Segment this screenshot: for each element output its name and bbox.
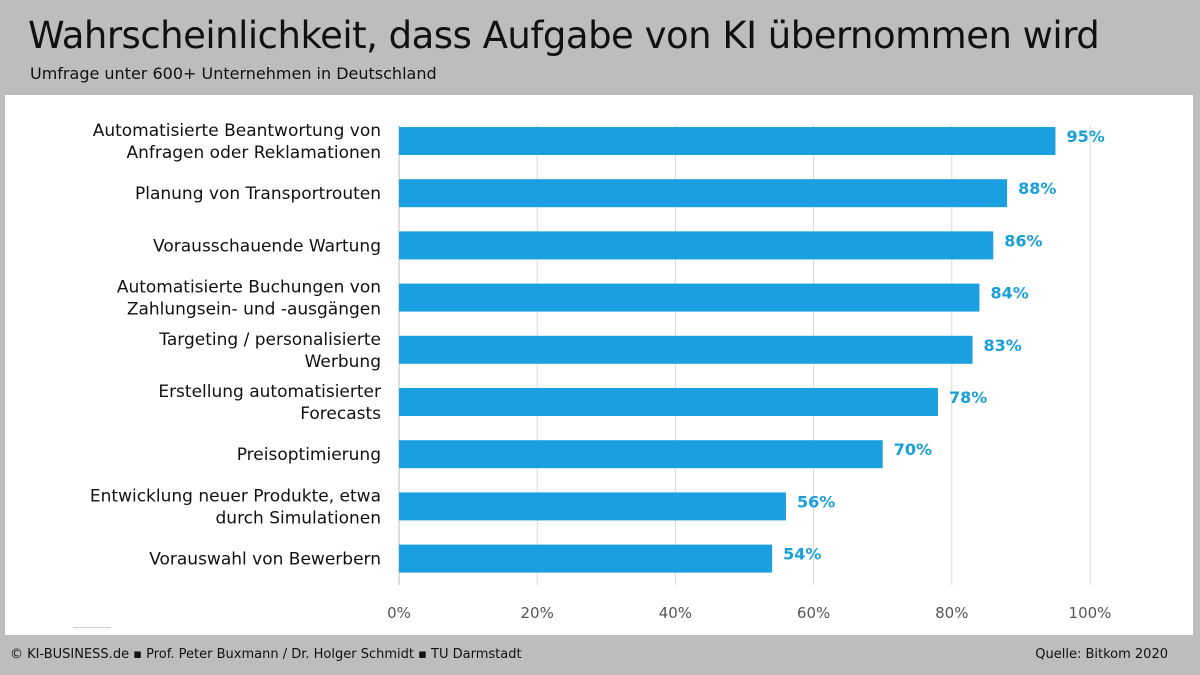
chart-title: Wahrscheinlichkeit, dass Aufgabe von KI … bbox=[28, 14, 1100, 57]
data-label: 78% bbox=[949, 388, 987, 407]
data-label: 56% bbox=[797, 492, 835, 511]
x-tick-label: 100% bbox=[1069, 604, 1112, 622]
bar bbox=[399, 127, 1056, 155]
bar bbox=[399, 440, 883, 469]
category-label: Vorauswahl von Bewerbern bbox=[149, 550, 381, 570]
category-label: Entwicklung neuer Produkte, etwa bbox=[90, 486, 381, 506]
x-tick-label: 40% bbox=[659, 604, 692, 622]
category-label: Erstellung automatisierter bbox=[158, 382, 381, 402]
footer-credits: © KI-BUSINESS.de ▪ Prof. Peter Buxmann /… bbox=[10, 647, 522, 662]
bar bbox=[399, 283, 980, 312]
category-label: Forecasts bbox=[300, 404, 381, 424]
data-label: 54% bbox=[783, 545, 821, 564]
panel-mark bbox=[73, 627, 111, 628]
data-label: 86% bbox=[1004, 231, 1042, 250]
category-label: Vorausschauende Wartung bbox=[153, 236, 381, 256]
chart-panel: 0% 20% 40% 60% 80% 100% Automatisierte Beantwo… bbox=[5, 95, 1193, 635]
data-label: 70% bbox=[894, 440, 932, 459]
bar bbox=[399, 492, 786, 521]
bar bbox=[399, 388, 938, 416]
x-tick-label: 80% bbox=[935, 604, 968, 622]
x-tick-label: 0% bbox=[387, 604, 411, 622]
bar bbox=[399, 544, 773, 573]
category-label: Planung von Transportrouten bbox=[135, 184, 381, 204]
category-label: Anfragen oder Reklamationen bbox=[126, 143, 381, 163]
bar bbox=[399, 179, 1008, 208]
x-tick-label: 60% bbox=[797, 604, 830, 622]
chart-subtitle: Umfrage unter 600+ Unternehmen in Deutsc… bbox=[30, 64, 437, 83]
category-label: durch Simulationen bbox=[216, 508, 382, 528]
category-label: Automatisierte Buchungen von bbox=[117, 278, 381, 298]
category-label: Werbung bbox=[305, 352, 381, 372]
bar bbox=[399, 335, 973, 364]
data-label: 83% bbox=[984, 336, 1022, 355]
data-label: 84% bbox=[990, 284, 1028, 303]
footer-source: Quelle: Bitkom 2020 bbox=[1035, 647, 1168, 662]
x-tick-label: 20% bbox=[521, 604, 554, 622]
data-label: 88% bbox=[1018, 179, 1056, 198]
category-label: Targeting / personalisierte bbox=[158, 330, 381, 350]
bar-chart: 0% 20% 40% 60% 80% 100% Automatisierte Beantwo… bbox=[90, 121, 1112, 622]
category-label: Zahlungsein- und -ausgängen bbox=[127, 300, 381, 320]
category-label: Automatisierte Beantwortung von bbox=[93, 121, 381, 141]
data-label: 95% bbox=[1066, 127, 1104, 146]
bar bbox=[399, 231, 994, 260]
category-label: Preisoptimierung bbox=[237, 445, 381, 465]
